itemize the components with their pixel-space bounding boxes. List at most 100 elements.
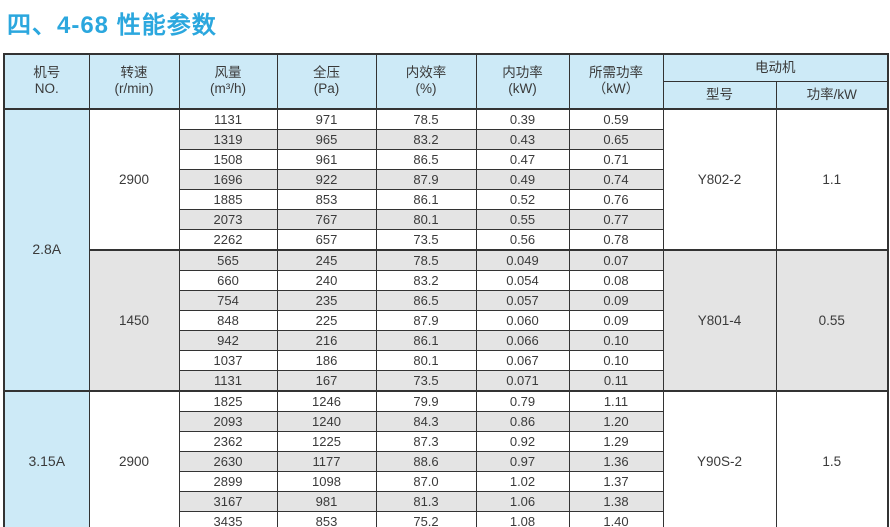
table-header: 机号 NO. 转速 (r/min) 风量 (m³/h) 全压 (Pa) 内效率 [3, 53, 889, 110]
airflow-cell: 2630 [178, 450, 278, 472]
header-line: （kW） [592, 81, 640, 97]
pressure-cell: 971 [276, 108, 377, 130]
efficiency-cell: 80.1 [375, 349, 477, 371]
required-power-cell: 0.10 [568, 349, 664, 371]
internal-power-cell: 0.56 [475, 228, 570, 251]
internal-power-cell: 0.97 [475, 450, 570, 472]
pressure-cell: 225 [276, 309, 377, 331]
airflow-cell: 1885 [178, 188, 278, 210]
efficiency-cell: 84.3 [375, 410, 477, 432]
header-required-power: 所需功率 （kW） [568, 53, 664, 110]
header-row-motor-sub: 型号 功率/kW [4, 80, 889, 110]
internal-power-cell: 0.054 [475, 269, 570, 291]
header-model-no: 机号 NO. [3, 53, 90, 110]
pressure-cell: 961 [276, 148, 377, 170]
airflow-cell: 942 [178, 329, 278, 351]
header-line: (kW) [508, 81, 537, 97]
header-line: (m³/h) [210, 81, 246, 97]
header-efficiency: 内效率 (%) [375, 53, 477, 110]
internal-power-cell: 1.08 [475, 510, 570, 527]
header-speed: 转速 (r/min) [88, 53, 180, 110]
airflow-cell: 1696 [178, 168, 278, 190]
speed-cell: 2900 [88, 389, 180, 527]
efficiency-cell: 87.9 [375, 168, 477, 190]
airflow-cell: 1131 [178, 369, 278, 392]
required-power-cell: 0.10 [568, 329, 664, 351]
table-row: 754 235 86.5 0.057 0.09 [4, 289, 888, 311]
efficiency-cell: 86.1 [375, 188, 477, 210]
efficiency-cell: 80.1 [375, 208, 477, 230]
internal-power-cell: 0.071 [475, 369, 570, 392]
header-row-main: 机号 NO. 转速 (r/min) 风量 (m³/h) 全压 (Pa) 内效率 [3, 53, 889, 110]
table-row: 2093 1240 84.3 0.86 1.20 [4, 410, 888, 432]
internal-power-cell: 0.049 [475, 248, 570, 271]
airflow-cell: 1508 [178, 148, 278, 170]
table-row: 2.8A 2900 1131 971 78.5 0.39 0.59 Y802-2 1.1 [3, 108, 889, 392]
table-row: 1319 965 83.2 0.43 0.65 [4, 128, 888, 150]
required-power-cell: 0.07 [568, 248, 664, 271]
airflow-cell: 1825 [178, 389, 278, 412]
header-motor-power: 功率/kW [775, 80, 889, 110]
airflow-cell: 1319 [178, 128, 278, 150]
required-power-cell: 0.78 [568, 228, 664, 251]
pressure-cell: 235 [276, 289, 377, 311]
header-pressure: 全压 (Pa) [276, 53, 377, 110]
header-motor-group: 电动机 [662, 53, 889, 82]
required-power-cell: 0.74 [568, 168, 664, 190]
table-row: 1037 186 80.1 0.067 0.10 [4, 349, 888, 371]
pressure-cell: 1246 [276, 389, 377, 412]
header-line: 内效率 [405, 65, 447, 81]
table-row: 3435 853 75.2 1.08 1.40 [4, 510, 888, 527]
header-internal-power: 内功率 (kW) [475, 53, 570, 110]
efficiency-cell: 88.6 [375, 450, 477, 472]
table-row: 3.15A 2900 1825 1246 79.9 0.79 1.11 Y90S-2 1.5 [3, 389, 889, 527]
required-power-cell: 0.09 [568, 289, 664, 311]
header-line: (%) [415, 81, 437, 97]
pressure-cell: 965 [276, 128, 377, 150]
internal-power-cell: 1.06 [475, 490, 570, 512]
motor-model-cell: Y801-4 [662, 248, 777, 392]
table-row: 1131 167 73.5 0.071 0.11 [4, 369, 888, 392]
efficiency-cell: 83.2 [375, 269, 477, 291]
pressure-cell: 1098 [276, 470, 377, 492]
airflow-cell: 848 [178, 309, 278, 331]
internal-power-cell: 0.52 [475, 188, 570, 210]
header-motor-model: 型号 [662, 80, 777, 110]
motor-power-cell: 1.5 [775, 389, 889, 527]
header-line: 风量 [214, 65, 242, 81]
speed-cell: 2900 [88, 108, 180, 251]
speed-cell: 1450 [88, 248, 180, 392]
header-line: (r/min) [114, 81, 154, 97]
internal-power-cell: 1.02 [475, 470, 570, 492]
pressure-cell: 657 [276, 228, 377, 251]
airflow-cell: 1037 [178, 349, 278, 371]
efficiency-cell: 87.9 [375, 309, 477, 331]
required-power-cell: 1.29 [568, 430, 664, 452]
required-power-cell: 1.36 [568, 450, 664, 472]
pressure-cell: 167 [276, 369, 377, 392]
airflow-cell: 1131 [178, 108, 278, 130]
required-power-cell: 0.11 [568, 369, 664, 392]
motor-model-cell: Y90S-2 [662, 389, 777, 527]
efficiency-cell: 78.5 [375, 248, 477, 271]
pressure-cell: 240 [276, 269, 377, 291]
required-power-cell: 0.71 [568, 148, 664, 170]
pressure-cell: 1225 [276, 430, 377, 452]
required-power-cell: 0.59 [568, 108, 664, 130]
airflow-cell: 754 [178, 289, 278, 311]
internal-power-cell: 0.066 [475, 329, 570, 351]
efficiency-cell: 75.2 [375, 510, 477, 527]
pressure-cell: 767 [276, 208, 377, 230]
model-cell: 3.15A [3, 389, 90, 527]
header-airflow: 风量 (m³/h) [178, 53, 278, 110]
efficiency-cell: 87.3 [375, 430, 477, 452]
header-line: 转速 [120, 65, 148, 81]
efficiency-cell: 78.5 [375, 108, 477, 130]
internal-power-cell: 0.47 [475, 148, 570, 170]
airflow-cell: 2262 [178, 228, 278, 251]
performance-table: 机号 NO. 转速 (r/min) 风量 (m³/h) 全压 (Pa) 内效率 [3, 52, 889, 527]
airflow-cell: 3435 [178, 510, 278, 527]
internal-power-cell: 0.057 [475, 289, 570, 311]
airflow-cell: 2362 [178, 430, 278, 452]
